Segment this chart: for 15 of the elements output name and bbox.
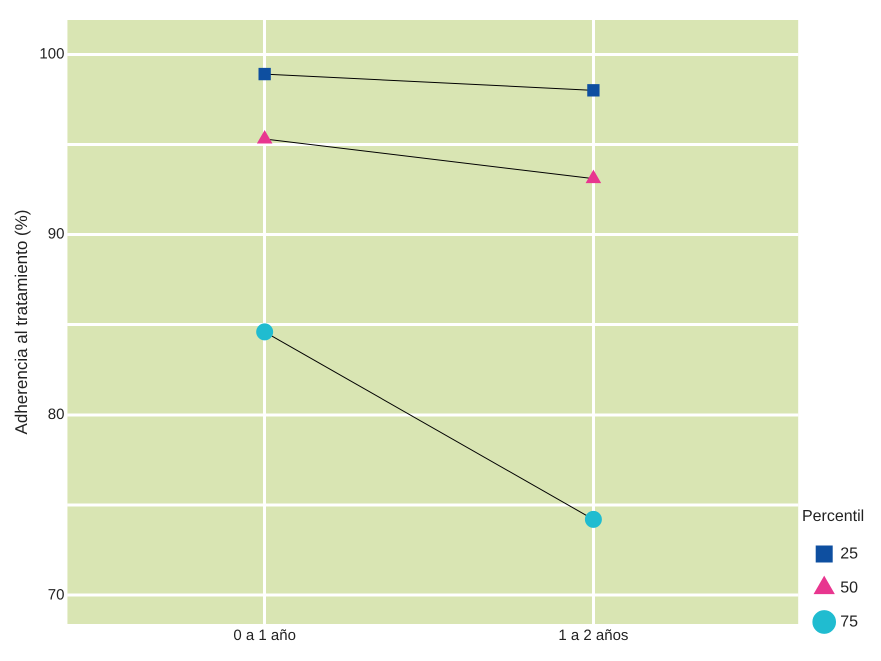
point bbox=[258, 68, 271, 80]
y-tick-label: 80 bbox=[48, 406, 64, 423]
y-tick-label: 90 bbox=[48, 226, 64, 243]
point bbox=[584, 510, 602, 528]
y-tick-label: 70 bbox=[48, 586, 64, 604]
point bbox=[587, 84, 600, 96]
legend-label: 25 bbox=[840, 545, 858, 562]
point bbox=[256, 323, 274, 340]
legend-label: 75 bbox=[840, 613, 858, 630]
legend-label: 50 bbox=[840, 579, 858, 596]
x-tick-label: 1 a 2 años bbox=[558, 627, 628, 644]
y-tick-label: 100 bbox=[39, 45, 64, 62]
y-axis-title: Adherencia al tratamiento (%) bbox=[12, 210, 31, 434]
legend-title: Percentil bbox=[802, 508, 864, 526]
x-tick-label: 0 a 1 año bbox=[233, 627, 296, 644]
